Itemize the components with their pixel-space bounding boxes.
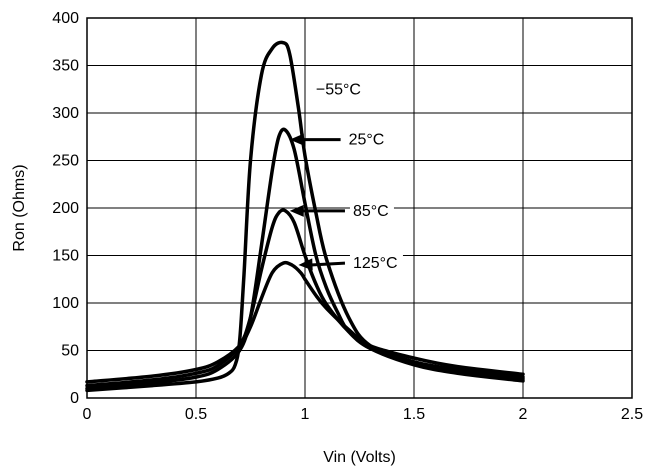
annotation-arrow-line [310,261,346,267]
annotation-label-background [312,78,366,99]
x-axis-label: Vin (Volts) [323,449,396,466]
series-line-3 [85,260,525,384]
annotation-1: 25°C [289,128,390,149]
y-tick-label: 100 [52,295,79,312]
y-tick-label: 350 [52,58,79,75]
y-tick-label: 150 [52,248,79,265]
annotation-0: −55°C [312,78,366,99]
y-axis-tick-labels: 0 50 100 150 200 250 300 350 400 [52,10,79,407]
x-tick-label: 1 [301,406,310,423]
grid [87,18,632,398]
annotation-3: 125°C [298,252,403,273]
annotation-arrow-head [289,133,304,146]
annotation-group: −55°C 25°C 85°C 125°C [289,78,403,273]
series-group [85,40,525,393]
annotation-2: 85°C [289,199,394,220]
annotation-arrow-head [298,258,313,271]
y-tick-label: 200 [52,200,79,217]
y-tick-label: 50 [61,343,79,360]
annotation-arrow-head [289,204,304,217]
annotation-label: −55°C [316,81,361,98]
y-tick-label: 250 [52,153,79,170]
annotation-label: 25°C [349,132,385,149]
y-tick-label: 400 [52,10,79,27]
x-axis-tick-labels: 0 0.5 1 1.5 2 2.5 [83,406,644,423]
x-tick-label: 0.5 [185,406,207,423]
x-tick-label: 0 [83,406,92,423]
plot-frame [86,17,633,399]
annotation-label-background [349,252,403,273]
annotation-label-background [349,199,394,220]
series-line-0 [85,40,525,393]
y-tick-label: 0 [70,390,79,407]
x-tick-label: 2.5 [621,406,643,423]
x-tick-label: 2 [519,406,528,423]
annotation-label: 125°C [353,255,398,272]
y-tick-label: 300 [52,105,79,122]
annotation-label: 85°C [353,203,389,220]
annotation-label-background [345,128,390,149]
y-axis-label: Ron (Ohms) [11,164,28,251]
x-tick-label: 1.5 [403,406,425,423]
